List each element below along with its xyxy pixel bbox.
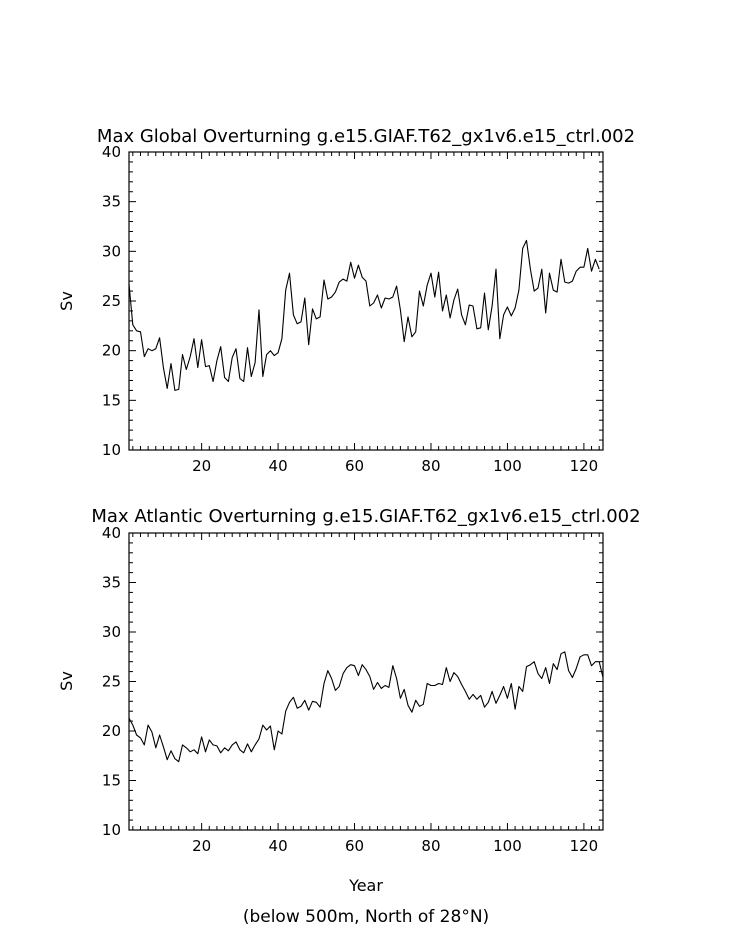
x-axis-label: Year (348, 876, 383, 895)
footnote: (below 500m, North of 28°N) (243, 907, 489, 927)
x-tick-labels: 20 40 60 80 100 120 (192, 837, 598, 855)
x-tick-marks (132, 152, 600, 450)
x-tick-label: 60 (345, 457, 364, 475)
x-tick-label: 120 (570, 837, 599, 855)
y-tick-label: 30 (102, 242, 121, 260)
plot-frame (128, 532, 604, 831)
x-tick-marks (132, 533, 600, 830)
x-tick-label: 40 (269, 837, 288, 855)
y-tick-label: 30 (102, 623, 121, 641)
x-tick-label: 60 (345, 837, 364, 855)
y-tick-label: 35 (102, 574, 121, 592)
y-tick-label: 40 (102, 143, 121, 161)
x-tick-label: 80 (421, 457, 440, 475)
y-tick-label: 20 (102, 342, 121, 360)
y-tick-label: 15 (102, 772, 121, 790)
chart-title: Max Atlantic Overturning g.e15.GIAF.T62_… (91, 506, 640, 527)
x-tick-label: 100 (493, 457, 522, 475)
panel-atlantic-overturning: Max Atlantic Overturning g.e15.GIAF.T62_… (57, 506, 641, 855)
plot-frame (128, 151, 604, 451)
chart-title: Max Global Overturning g.e15.GIAF.T62_gx… (97, 126, 635, 147)
y-axis-label: Sv (57, 291, 76, 311)
y-tick-label: 25 (102, 292, 121, 310)
y-tick-marks (129, 151, 603, 451)
x-tick-labels: 20 40 60 80 100 120 (192, 457, 598, 475)
series-line (128, 239, 600, 391)
y-tick-labels: 10 15 20 25 30 35 40 (102, 143, 121, 459)
y-tick-label: 25 (102, 673, 121, 691)
x-tick-label: 120 (570, 457, 599, 475)
x-tick-label: 20 (192, 457, 211, 475)
y-tick-label: 40 (102, 524, 121, 542)
panel-global-overturning: Max Global Overturning g.e15.GIAF.T62_gx… (57, 126, 635, 475)
x-tick-label: 40 (269, 457, 288, 475)
series-line (128, 651, 604, 763)
y-tick-label: 20 (102, 722, 121, 740)
y-tick-label: 10 (102, 441, 121, 459)
y-axis-label: Sv (57, 671, 76, 691)
x-tick-label: 20 (192, 837, 211, 855)
x-tick-label: 80 (421, 837, 440, 855)
series-line-group (128, 239, 600, 391)
x-tick-label: 100 (493, 837, 522, 855)
y-tick-label: 15 (102, 391, 121, 409)
series-line-group (128, 651, 604, 763)
y-tick-label: 35 (102, 193, 121, 211)
y-tick-label: 10 (102, 821, 121, 839)
y-tick-marks (129, 532, 603, 831)
y-tick-labels: 10 15 20 25 30 35 40 (102, 524, 121, 839)
